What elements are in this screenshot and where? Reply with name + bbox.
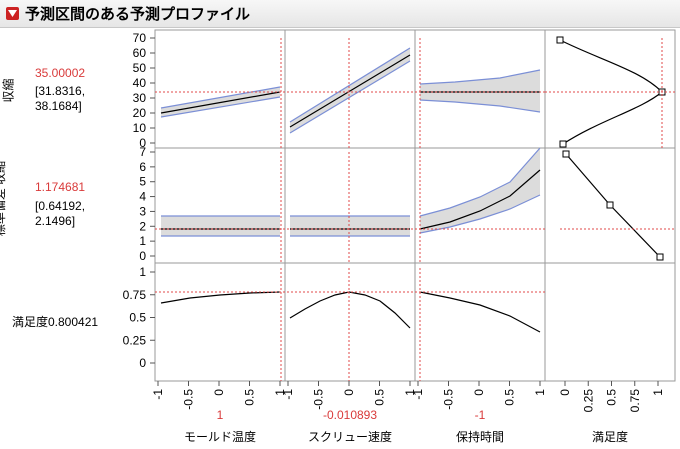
x-tick-label: -1: [411, 389, 425, 400]
y-tick-label: 0.5: [129, 311, 146, 325]
profiler-title: 予測区間のある予測プロファイル: [25, 6, 251, 23]
x-tick-label: 0.75: [628, 389, 642, 413]
std-shrinkage-ci: [0.64192, 2.1496]: [35, 199, 86, 228]
y-tick-label: 2: [139, 219, 146, 233]
x-tick-label: 0: [472, 389, 486, 396]
pi-band-std-screw: [290, 216, 410, 236]
desirability-value: 満足度0.800421: [12, 315, 99, 329]
shrinkage-value: 35.00002: [35, 66, 86, 80]
y-tick-label: 40: [133, 76, 147, 90]
pi-band-screw-lower: [289, 60, 411, 134]
y-tick-label: 0.25: [123, 333, 147, 347]
factor-name-screw-speed: スクリュー速度: [307, 430, 392, 444]
y-tick-label: 10: [133, 121, 147, 135]
factor-value-screw-speed[interactable]: -0.010893: [322, 408, 378, 422]
y-tick-label: 7: [139, 145, 146, 159]
y-tick-label: 1: [139, 234, 146, 248]
pi-band-std-mold: [161, 216, 280, 236]
y-tick-label: 60: [133, 46, 147, 60]
x-tick-label: -1: [281, 389, 295, 400]
x-tick-label: 1: [403, 389, 417, 396]
y-tick-label: 30: [133, 91, 147, 105]
x-tick-label: -0.5: [182, 389, 196, 410]
factor-name-hold-time: 保持時間: [455, 430, 504, 444]
desir-line-mold: [160, 291, 281, 304]
pi-band-mold-upper: [160, 86, 281, 109]
y-tick-label: 0: [139, 136, 146, 150]
x-tick-label: 0.25: [581, 389, 595, 413]
factor-value-hold-time[interactable]: -1: [474, 408, 486, 422]
y-tick-label: 20: [133, 106, 147, 120]
desir-line-screw: [289, 291, 411, 329]
x-tick-label: 0.5: [243, 389, 257, 406]
y-tick-label: 4: [139, 190, 146, 204]
x-tick-label: -0.5: [442, 389, 456, 410]
disclosure-triangle-icon[interactable]: [6, 7, 19, 20]
factor-name-desirability: 満足度: [591, 430, 628, 444]
x-tick-label: -1: [151, 389, 165, 400]
x-tick-label: 1: [273, 389, 287, 396]
pi-band-hold-lower: [419, 99, 541, 113]
pi-band-screw-upper: [289, 47, 411, 123]
y-tick-label: 0: [139, 356, 146, 370]
pred-line-screw: [289, 54, 411, 128]
y-tick-label: 6: [139, 160, 146, 174]
y-tick-label: 5: [139, 175, 146, 189]
pred-line-std-hold: [419, 169, 541, 230]
pi-band-std-hold: [420, 148, 540, 233]
y-tick-label: 0: [139, 249, 146, 263]
desir-handle: [606, 201, 614, 209]
factor-name-mold-temp: モールド温度: [183, 430, 256, 444]
desir-line-hold: [419, 291, 541, 333]
pi-band-mold-lower: [160, 96, 281, 118]
factor-value-mold-temp[interactable]: 1: [216, 408, 224, 422]
x-tick-label: 1: [651, 389, 665, 396]
y-tick-label: 3: [139, 204, 146, 218]
x-tick-label: 0: [342, 389, 356, 396]
x-tick-label: 0: [558, 389, 572, 396]
desir-handle: [559, 140, 567, 148]
x-tick-label: 0.5: [503, 389, 517, 406]
x-tick-label: -0.5: [312, 389, 326, 410]
x-tick-label: 0.5: [605, 389, 619, 406]
y-tick-label: 50: [133, 61, 147, 75]
desir-handle: [556, 36, 564, 44]
y-tick-label: 1: [139, 265, 146, 279]
pi-band-std-hold-upper: [419, 147, 541, 217]
y-tick-label: 70: [133, 31, 147, 45]
x-tick-label: 0.5: [373, 389, 387, 406]
std-shrinkage-value: 1.174681: [35, 180, 86, 194]
pi-band-hold-upper: [419, 69, 541, 85]
pred-line-mold: [160, 91, 281, 114]
desir-handle: [562, 150, 570, 158]
x-tick-label: 0: [212, 389, 226, 396]
pi-band-hold: [420, 70, 540, 112]
desir-handle: [656, 253, 664, 261]
profiler-titlebar: 予測区間のある予測プロファイル: [0, 0, 680, 28]
shrinkage-ci: [31.8316, 38.1684]: [35, 84, 86, 113]
x-tick-label: 1: [533, 389, 547, 396]
y-tick-label: 0.75: [123, 288, 147, 302]
